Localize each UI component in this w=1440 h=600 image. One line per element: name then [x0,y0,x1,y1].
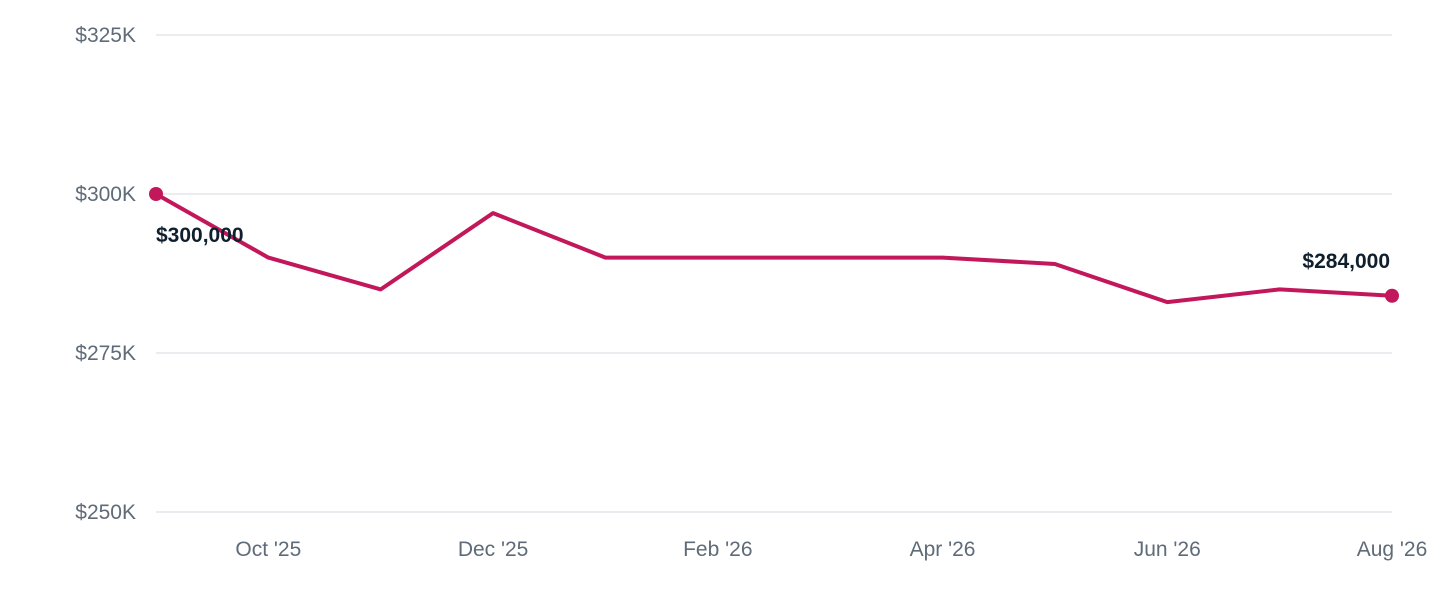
x-tick-label: Apr '26 [910,538,976,561]
series-layer [149,187,1399,305]
y-axis: $325K $300K $275K $250K [75,24,136,524]
x-tick-label: Feb '26 [683,538,752,561]
y-tick-label: $300K [75,183,136,206]
grid-layer [156,34,1392,513]
y-tick-label: $250K [75,501,136,524]
y-tick-label: $325K [75,24,136,47]
x-axis: Oct '25 Dec '25 Feb '26 Apr '26 Jun '26 Aug '… [235,538,1427,561]
series-line [154,192,1394,305]
start-point-marker[interactable] [149,187,163,201]
y-tick-label: $275K [75,342,136,365]
x-tick-label: Aug '26 [1357,538,1428,561]
x-tick-label: Dec '25 [458,538,529,561]
end-value-label: $284,000 [1302,250,1390,273]
x-tick-label: Oct '25 [235,538,301,561]
start-value-label: $300,000 [156,224,244,247]
data-label-layer: $300,000 $284,000 [156,224,1390,273]
x-tick-label: Jun '26 [1134,538,1201,561]
end-point-marker[interactable] [1385,288,1399,303]
